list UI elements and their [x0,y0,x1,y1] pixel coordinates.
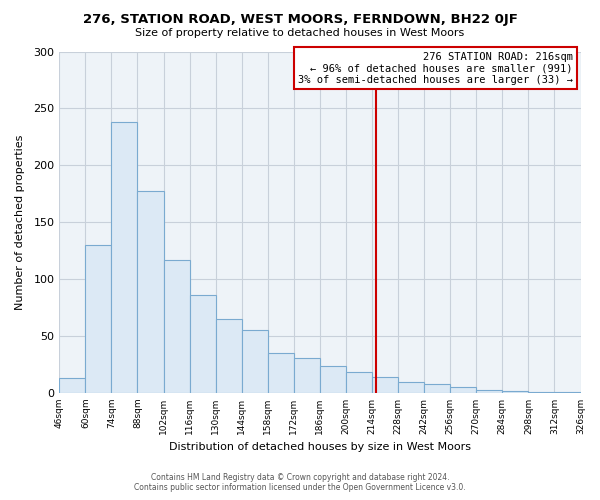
Bar [554,392,581,393]
Bar [294,358,320,393]
Bar [190,295,215,393]
Text: Contains HM Land Registry data © Crown copyright and database right 2024.
Contai: Contains HM Land Registry data © Crown c… [134,473,466,492]
Text: Size of property relative to detached houses in West Moors: Size of property relative to detached ho… [136,28,464,38]
Bar [476,390,502,393]
Bar [59,378,85,393]
Bar [242,330,268,393]
Bar [137,192,164,393]
X-axis label: Distribution of detached houses by size in West Moors: Distribution of detached houses by size … [169,442,471,452]
Bar [424,384,450,393]
Bar [85,245,112,393]
Bar [164,260,190,393]
Bar [320,366,346,393]
Bar [398,382,424,393]
Text: 276 STATION ROAD: 216sqm
← 96% of detached houses are smaller (991)
3% of semi-d: 276 STATION ROAD: 216sqm ← 96% of detach… [298,52,572,84]
Bar [502,390,529,393]
Bar [450,387,476,393]
Bar [215,319,242,393]
Text: 276, STATION ROAD, WEST MOORS, FERNDOWN, BH22 0JF: 276, STATION ROAD, WEST MOORS, FERNDOWN,… [83,12,517,26]
Bar [268,353,294,393]
Y-axis label: Number of detached properties: Number of detached properties [15,134,25,310]
Bar [372,377,398,393]
Bar [346,372,372,393]
Bar [112,122,137,393]
Bar [529,392,554,393]
